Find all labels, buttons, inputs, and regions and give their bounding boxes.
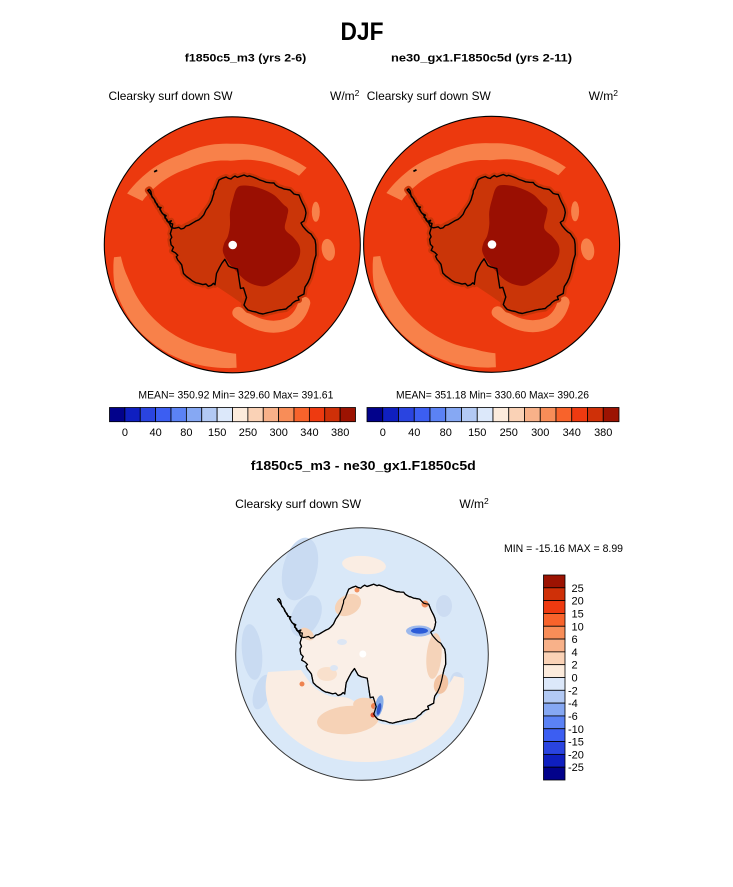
svg-text:40: 40 (150, 427, 162, 439)
svg-text:150: 150 (468, 427, 486, 439)
svg-text:Clearsky surf down SW: Clearsky surf down SW (367, 89, 492, 103)
svg-text:Clearsky surf down SW: Clearsky surf down SW (109, 89, 234, 103)
svg-text:Clearsky surf down SW: Clearsky surf down SW (235, 497, 362, 511)
svg-text:340: 340 (300, 427, 318, 439)
svg-text:f1850c5_m3 (yrs 2-6): f1850c5_m3 (yrs 2-6) (185, 53, 307, 65)
svg-text:20: 20 (572, 596, 584, 608)
svg-text:300: 300 (269, 427, 287, 439)
svg-text:-4: -4 (568, 698, 578, 710)
svg-text:-25: -25 (568, 762, 584, 774)
svg-text:W/m2: W/m2 (589, 88, 619, 103)
svg-text:0: 0 (122, 427, 128, 439)
svg-text:25: 25 (572, 583, 584, 595)
svg-text:80: 80 (440, 427, 452, 439)
svg-text:340: 340 (563, 427, 581, 439)
svg-text:f1850c5_m3 - ne30_gx1.F1850c5d: f1850c5_m3 - ne30_gx1.F1850c5d (251, 458, 476, 473)
svg-text:0: 0 (380, 427, 386, 439)
svg-text:ne30_gx1.F1850c5d (yrs 2-11): ne30_gx1.F1850c5d (yrs 2-11) (391, 53, 572, 65)
svg-text:MEAN= 351.18 Min= 330.60 Max: MEAN= 351.18 Min= 330.60 Max= 390.26 (396, 390, 589, 402)
svg-text:DJF: DJF (341, 18, 384, 46)
svg-text:15: 15 (572, 608, 584, 620)
svg-text:250: 250 (500, 427, 518, 439)
svg-text:6: 6 (572, 634, 578, 646)
svg-text:W/m2: W/m2 (330, 88, 360, 103)
svg-text:-10: -10 (568, 724, 584, 736)
svg-text:10: 10 (572, 621, 584, 633)
svg-text:380: 380 (331, 427, 349, 439)
svg-text:0: 0 (572, 673, 578, 685)
svg-text:-6: -6 (568, 711, 578, 723)
svg-text:-20: -20 (568, 749, 584, 761)
svg-text:250: 250 (239, 427, 257, 439)
svg-text:-15: -15 (568, 737, 584, 749)
svg-text:W/m2: W/m2 (459, 496, 489, 511)
svg-text:-2: -2 (568, 685, 578, 697)
svg-text:2: 2 (572, 660, 578, 672)
svg-text:150: 150 (208, 427, 226, 439)
svg-text:80: 80 (180, 427, 192, 439)
svg-text:MEAN= 350.92 Min= 329.60 Max: MEAN= 350.92 Min= 329.60 Max= 391.61 (138, 390, 333, 402)
svg-text:40: 40 (408, 427, 420, 439)
svg-text:300: 300 (531, 427, 549, 439)
svg-text:MIN = -15.16 MAX = 8.99: MIN = -15.16 MAX = 8.99 (504, 543, 623, 555)
svg-text:4: 4 (572, 647, 578, 659)
svg-text:380: 380 (594, 427, 612, 439)
